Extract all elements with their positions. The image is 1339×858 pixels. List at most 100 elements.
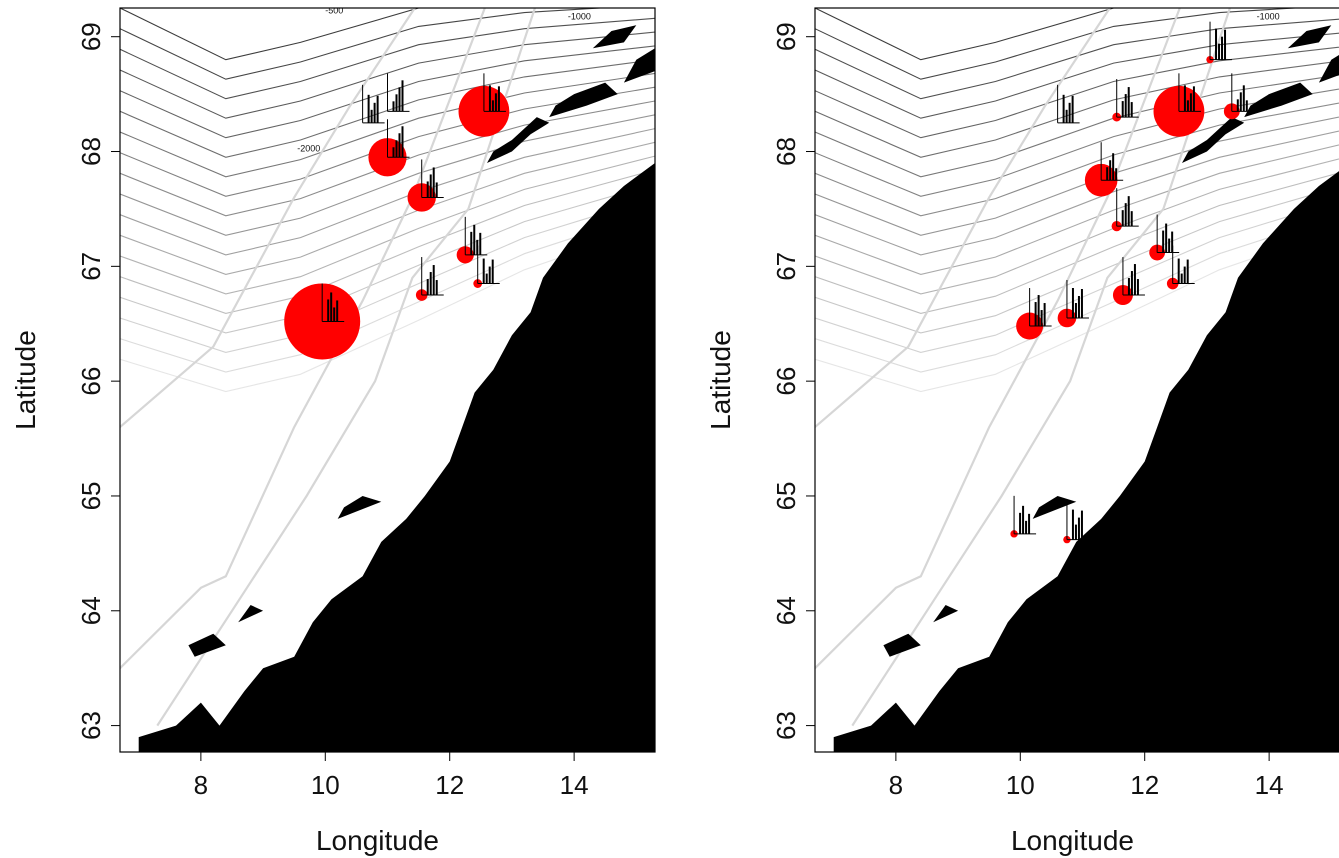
- island: [1244, 82, 1313, 118]
- contour-line: [120, 141, 655, 275]
- plot-frame: [119, 7, 656, 753]
- histogram-bar: [485, 273, 488, 284]
- contour-label: -1000: [568, 11, 591, 21]
- histogram-bar: [491, 259, 494, 284]
- station-marker: [407, 159, 444, 212]
- y-tick-label: 67: [76, 252, 106, 281]
- histogram-bar: [1245, 100, 1248, 112]
- histogram-bar: [327, 299, 330, 322]
- histogram-bar: [488, 85, 491, 112]
- contour-line: [815, 200, 1339, 353]
- histogram-bar: [1215, 28, 1218, 60]
- shelf-contour: [851, 8, 1232, 727]
- y-axis-title: Latitude: [10, 330, 41, 430]
- histogram-bar: [1037, 295, 1040, 327]
- histogram-bar: [1127, 196, 1130, 227]
- station-marker: [368, 119, 410, 177]
- histogram-bar: [432, 167, 435, 198]
- histogram-bar: [1034, 302, 1037, 327]
- station-marker: [1223, 73, 1254, 120]
- histogram-bar: [1171, 231, 1174, 253]
- island: [1182, 117, 1245, 163]
- x-tick-label: 14: [1255, 770, 1284, 800]
- histogram-bar: [1130, 271, 1133, 296]
- station-marker: [387, 73, 410, 112]
- station-marker: [1112, 79, 1139, 122]
- shelf-contour: [815, 8, 1181, 669]
- contour-line: [815, 8, 1119, 61]
- contour-label: -500: [325, 6, 343, 16]
- shelf-contour: [156, 8, 537, 727]
- histogram-bar: [1124, 94, 1127, 118]
- y-tick-label: 68: [76, 137, 106, 166]
- contour-line: [815, 158, 1339, 295]
- island: [487, 117, 550, 163]
- histogram-bar: [1136, 279, 1139, 296]
- contour-line: [815, 228, 1339, 393]
- histogram-bar: [473, 224, 476, 255]
- histogram-bar: [1130, 211, 1133, 227]
- map-panel-right: -1000 8 10 12 14 63 64 65 66 67 68 69 Longitude Latit…: [705, 7, 1339, 856]
- island: [883, 633, 921, 657]
- x-tick-label: 12: [435, 770, 464, 800]
- histogram-bar: [1077, 296, 1080, 318]
- histogram-bar: [333, 307, 336, 322]
- map-area: -2000 -1000 -500: [120, 6, 655, 752]
- station-marker: [1063, 501, 1089, 544]
- histogram-bar: [1121, 210, 1124, 227]
- histogram-bar: [435, 280, 438, 296]
- island: [933, 605, 959, 623]
- histogram-bar: [1028, 513, 1031, 534]
- contour-line: [120, 72, 655, 178]
- histogram-bar: [330, 292, 333, 322]
- histogram-bar: [479, 232, 482, 255]
- contour-line: [120, 8, 609, 80]
- island: [1318, 54, 1339, 83]
- island: [549, 82, 618, 118]
- y-tick-label: 69: [76, 22, 106, 51]
- histogram-bar: [1077, 517, 1080, 540]
- histogram-bar: [482, 258, 485, 284]
- histogram-bar: [1130, 102, 1133, 118]
- station-marker: [1166, 245, 1195, 290]
- histogram-bar: [395, 94, 398, 112]
- shelf-contour: [815, 8, 1112, 428]
- x-tick-label: 10: [1006, 770, 1035, 800]
- histogram-bar: [1068, 102, 1071, 123]
- station-marker: [1057, 280, 1089, 328]
- histogram-bar: [1192, 86, 1195, 112]
- histogram-bar: [398, 133, 401, 158]
- histogram-bar: [1133, 264, 1136, 296]
- land-mass: [833, 171, 1339, 752]
- depth-contours: [815, 8, 1339, 727]
- contour-line: [815, 8, 1304, 80]
- contour-line: [815, 32, 1339, 119]
- histogram-bar: [1080, 510, 1083, 540]
- station-marker: [1010, 495, 1037, 538]
- contour-line: [815, 144, 1339, 275]
- histogram-bar: [1218, 43, 1221, 60]
- histogram-bar: [1025, 520, 1028, 534]
- histogram-bar: [1239, 92, 1242, 112]
- station-marker: [362, 84, 385, 124]
- histogram-bar: [494, 93, 497, 112]
- station-marker: [1112, 257, 1145, 306]
- station-marker: [1149, 214, 1180, 261]
- histogram-bar: [497, 86, 500, 112]
- histogram-bar: [1065, 109, 1068, 123]
- y-tick-label: 65: [771, 482, 801, 511]
- contour-line: [120, 8, 424, 61]
- histogram-bar: [1019, 512, 1022, 534]
- island: [1287, 25, 1332, 49]
- station-marker: [1016, 288, 1052, 340]
- histogram-bar: [1242, 85, 1245, 112]
- land-mass: [138, 163, 655, 752]
- histogram-bar: [1121, 101, 1124, 118]
- histogram-bar: [1062, 94, 1065, 123]
- histogram-bar: [1040, 310, 1043, 327]
- station-marker: [1111, 188, 1139, 232]
- histogram-bar: [376, 95, 379, 123]
- histogram-bar: [432, 265, 435, 296]
- histogram-bar: [1043, 303, 1046, 327]
- depth-contours: [120, 8, 655, 727]
